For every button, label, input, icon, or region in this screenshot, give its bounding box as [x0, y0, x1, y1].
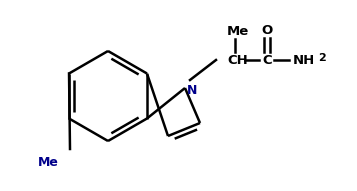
Text: CH: CH — [227, 53, 248, 66]
Text: N: N — [187, 84, 197, 97]
Text: NH: NH — [293, 53, 315, 66]
Text: C: C — [262, 53, 272, 66]
Text: Me: Me — [227, 24, 249, 37]
Text: O: O — [261, 23, 273, 36]
Text: 2: 2 — [318, 53, 326, 63]
Text: Me: Me — [38, 156, 59, 169]
